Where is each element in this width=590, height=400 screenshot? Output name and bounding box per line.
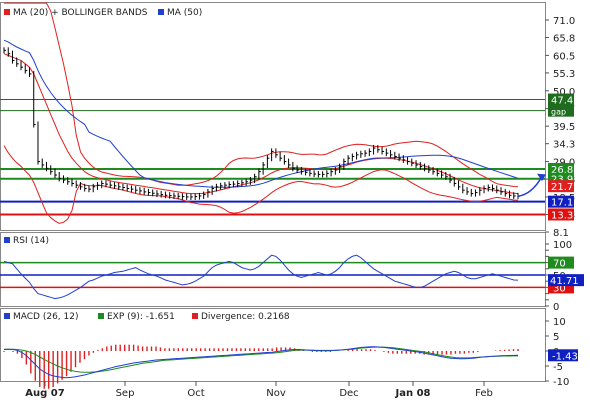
legend-label-ma50: MA (50) — [167, 8, 202, 18]
price-tag-resistance-1: 47.4 — [551, 96, 573, 107]
legend-swatch-exp — [98, 313, 104, 319]
price-y-tick-label: 50.0 — [553, 87, 575, 98]
rsi-panel-frame — [0, 232, 546, 307]
ma50-line — [3, 39, 519, 188]
x-tick-label: Sep — [116, 388, 135, 399]
price-tag-26-8-bg — [548, 162, 574, 175]
legend-label-macd: MACD (26, 12) — [13, 312, 79, 322]
macd-panel-frame — [0, 308, 546, 382]
rsi-current-bg — [548, 274, 584, 287]
projection-arrow — [517, 176, 543, 198]
rsi-y-tick-label: 100 — [553, 240, 572, 251]
rsi-tag-30: 30 — [553, 283, 566, 294]
price-y-tick-label: 60.5 — [553, 51, 575, 62]
price-y-tick-label: 34.3 — [553, 140, 575, 151]
x-tick-label: Dec — [339, 388, 358, 399]
x-axis: Aug 07 Sep Oct Nov Dec Jan 08 Feb — [25, 381, 493, 399]
macd-current-value: -1.43 — [552, 351, 578, 362]
macd-legend: MACD (26, 12) EXP (9): -1.651 Divergence… — [4, 312, 290, 322]
price-tag-resistance-1-bg — [548, 93, 574, 106]
rsi-current-value: 41.71 — [550, 276, 579, 287]
x-tick-label: Oct — [187, 388, 204, 399]
price-tag-gap-bg — [548, 104, 574, 117]
rsi-tag-70: 70 — [553, 259, 566, 270]
price-y-tick-label: 8.1 — [553, 228, 569, 239]
ma20-line — [3, 53, 519, 195]
x-tick-label: Jan 08 — [395, 388, 431, 399]
price-tag-21-7-bg — [548, 180, 574, 193]
macd-y-tick-label: -5 — [553, 362, 563, 373]
price-tag-26-8: 26.8 — [551, 165, 573, 176]
rsi-panel: 1007050300703041.71 — [0, 240, 584, 313]
exp-line — [4, 346, 518, 373]
macd-y-tick-label: -10 — [553, 377, 569, 388]
price-tag-13-3: 13.3 — [551, 210, 573, 221]
legend-swatch-divergence — [192, 313, 198, 319]
price-panel-frame — [0, 2, 546, 231]
macd-current-bg — [548, 349, 578, 362]
legend-label-divergence: Divergence: 0.2168 — [201, 312, 290, 322]
price-tag-gap: gap — [551, 108, 566, 117]
rsi-legend: RSI (14) — [4, 236, 49, 246]
macd-line — [3, 346, 519, 379]
price-tag-21-7: 21.7 — [551, 182, 573, 193]
projection-arrowhead — [537, 173, 546, 182]
price-legend: MA (20) + BOLLINGER BANDS MA (50) — [4, 8, 202, 18]
price-tag-13-3-bg — [548, 208, 574, 221]
macd-panel: 1050-5-10-1.43 — [3, 317, 578, 389]
legend-label-exp: EXP (9): -1.651 — [107, 312, 175, 322]
price-y-tick-label: 39.5 — [553, 122, 575, 133]
x-tick-label: Feb — [475, 388, 493, 399]
macd-y-tick-label: 5 — [553, 332, 559, 343]
price-y-tick-label: 71.0 — [553, 16, 575, 27]
bollinger-upper-line — [4, 2, 519, 188]
legend-swatch-ma50 — [158, 9, 164, 15]
price-y-tick-label: 65.8 — [553, 34, 575, 45]
legend-swatch-ma20 — [4, 9, 10, 15]
rsi-y-tick-label: 0 — [553, 302, 559, 313]
macd-y-tick-label: 10 — [553, 317, 566, 328]
x-tick-label: Aug 07 — [25, 388, 64, 399]
price-panel: 71.065.860.555.350.044.739.534.329.023.8… — [0, 2, 575, 239]
rsi-line — [3, 254, 519, 300]
legend-label-rsi: RSI (14) — [13, 236, 49, 246]
x-tick-label: Nov — [266, 388, 286, 399]
legend-swatch-macd — [4, 313, 10, 319]
legend-label-ma20: MA (20) + BOLLINGER BANDS — [13, 8, 148, 18]
price-tag-17-1-bg — [548, 195, 574, 208]
bollinger-lower-line — [3, 145, 519, 224]
rsi-tag-70-bg — [548, 256, 574, 269]
legend-swatch-rsi — [4, 237, 10, 243]
price-y-tick-label: 55.3 — [553, 69, 575, 80]
price-tag-17-1: 17.1 — [551, 198, 573, 209]
